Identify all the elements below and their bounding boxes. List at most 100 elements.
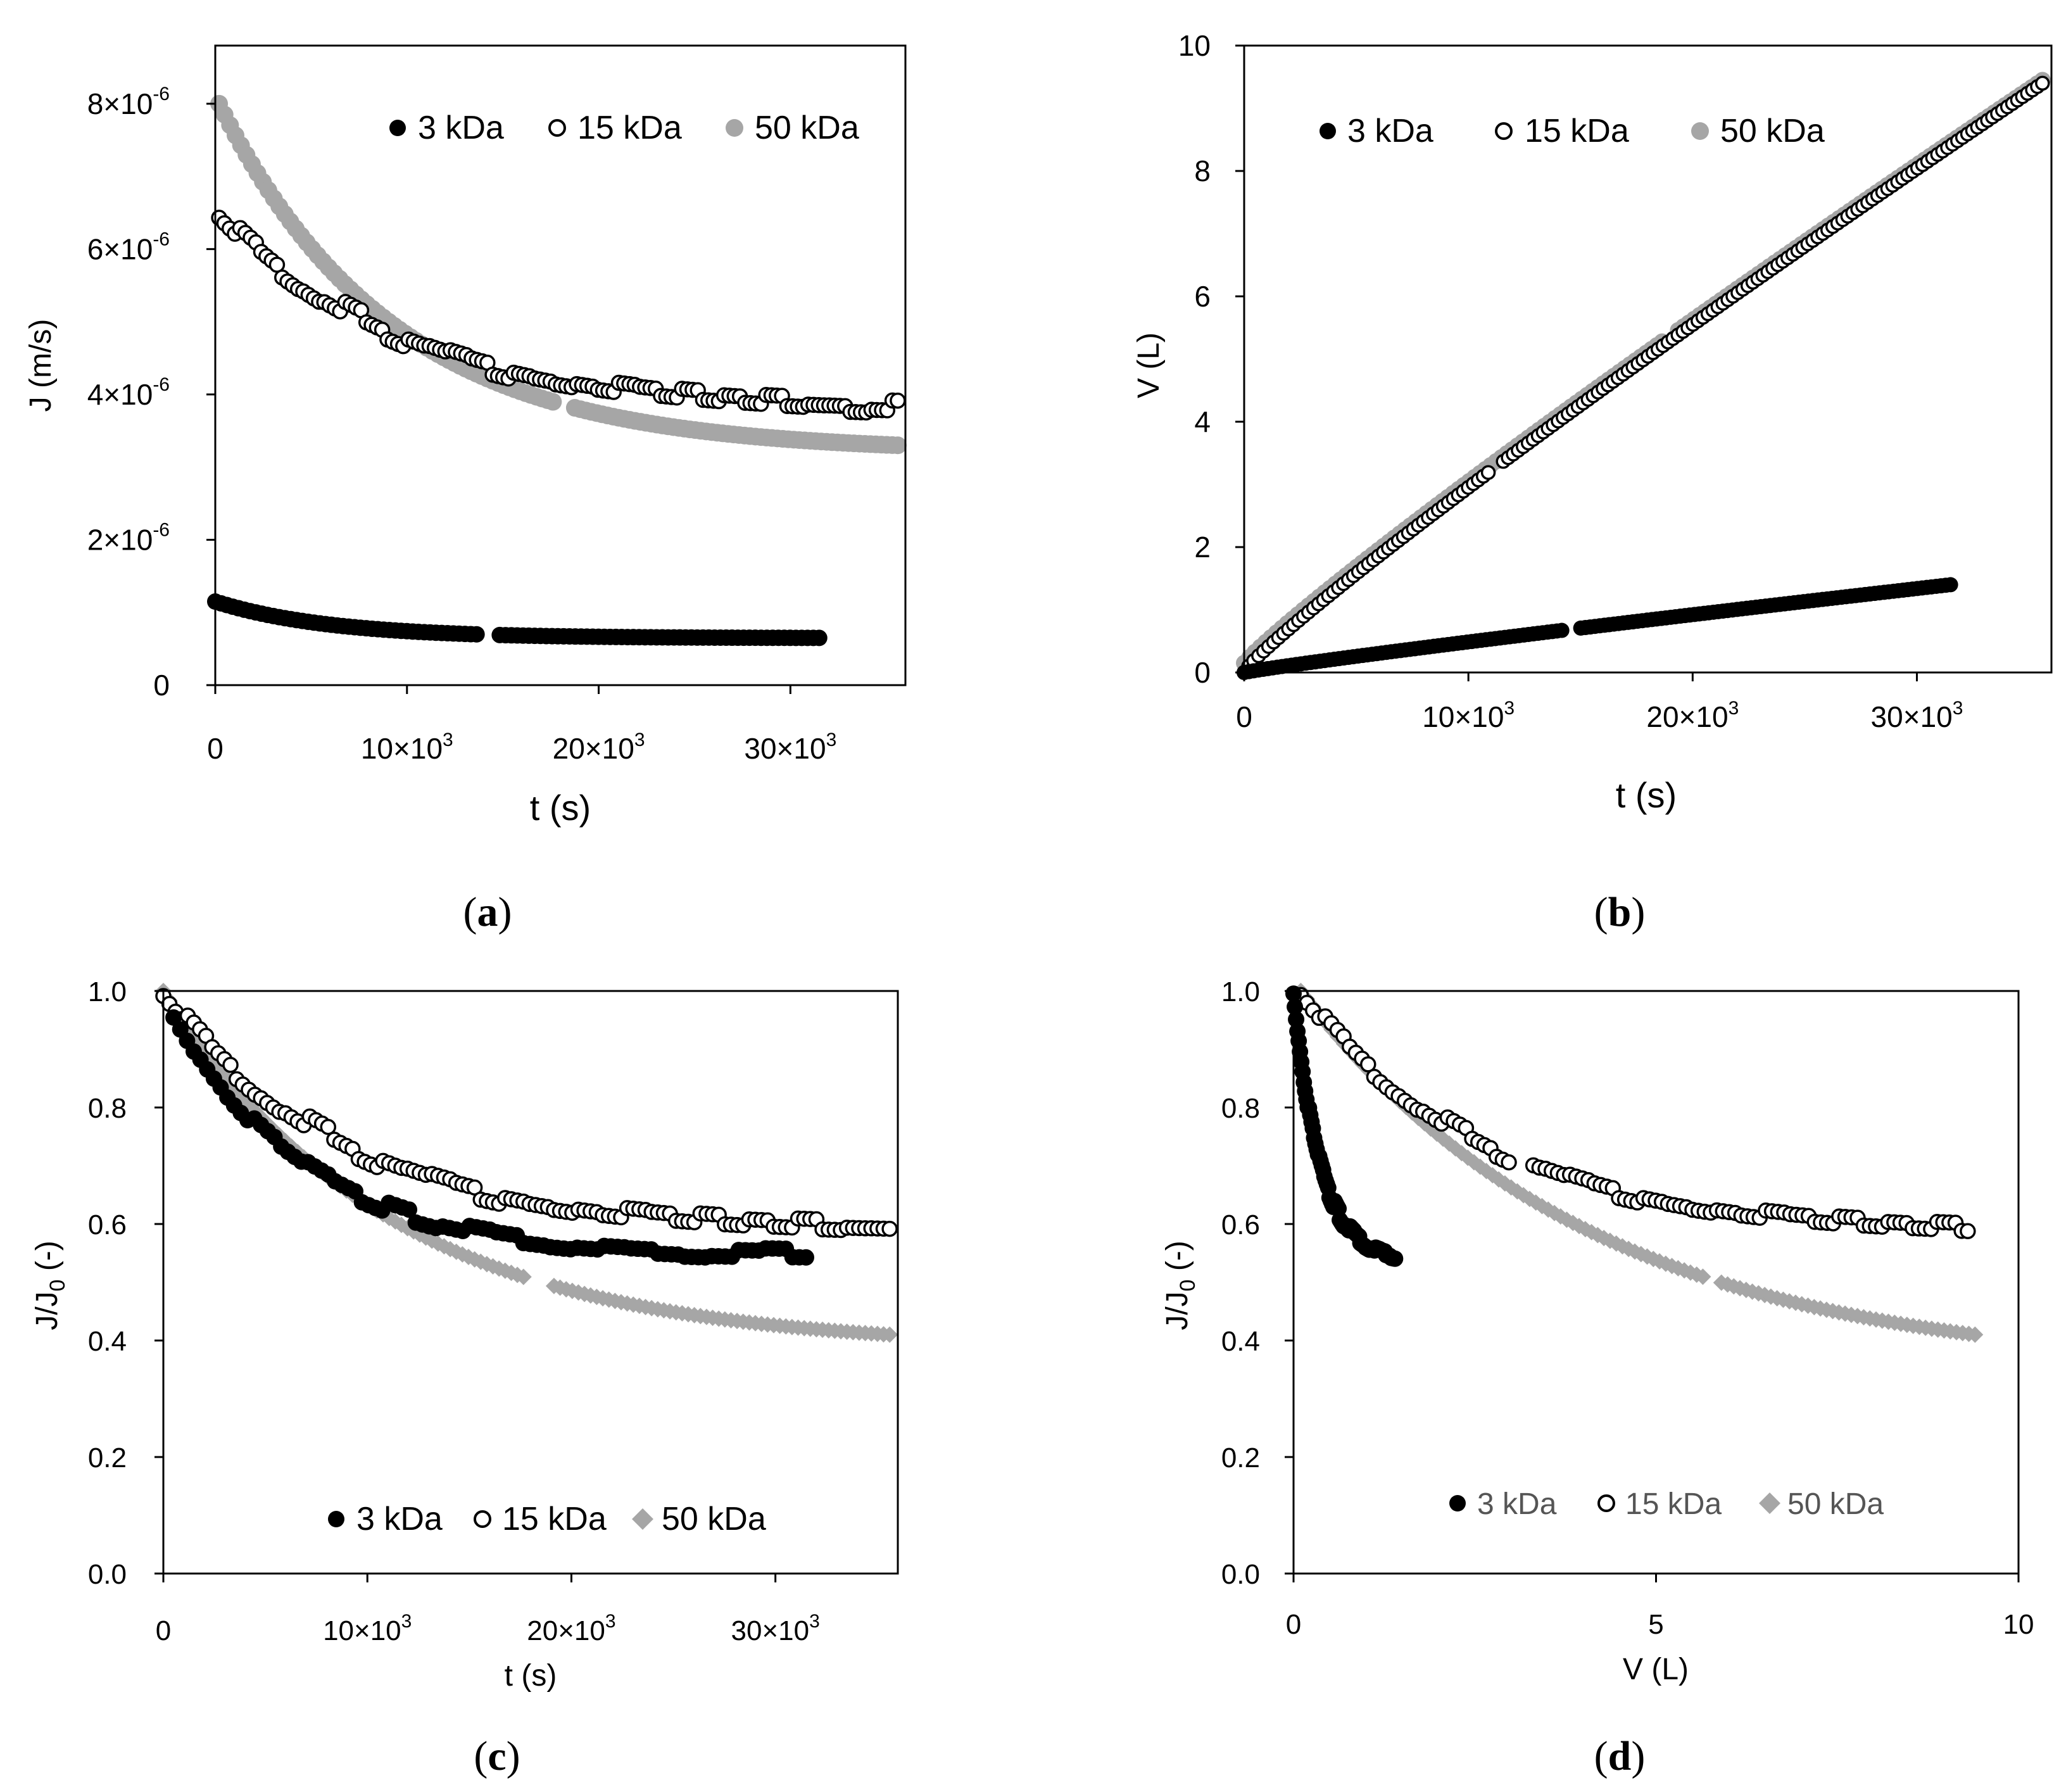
panel-b-point-3kda: [1943, 577, 1958, 593]
panel-a-x-tick-label: 20×103: [553, 729, 645, 765]
panel-c-point-50kda: [881, 1326, 898, 1343]
panel-b-y-tick-label: 0: [1194, 656, 1211, 689]
panel-b-x-tick-label: 0: [1236, 700, 1252, 733]
panel-a-point-3kda: [468, 626, 485, 643]
panel-a-legend-marker-15kda: [548, 119, 566, 137]
panel-d-x-tick-label: 0: [1286, 1609, 1301, 1640]
panel-b-legend-marker-15kda: [1495, 122, 1513, 140]
panel-a-point-15kda: [890, 392, 906, 409]
panel-d-point-15kda: [1501, 1154, 1517, 1171]
panel-label-c: (c): [474, 1733, 520, 1779]
panel-d-point-3kda: [1287, 999, 1304, 1016]
panel-a-y-tick-label: 2×10-6: [87, 519, 170, 556]
panel-d-y-axis-label: J/J0 (-): [1161, 1240, 1200, 1330]
panel-d-legend-label-50kda: 50 kDa: [1787, 1487, 1884, 1521]
panel-c-x-tick-label: 20×103: [527, 1611, 615, 1646]
panel-d-y-axis-label-main: J/J: [1161, 1291, 1194, 1330]
panel-d-y-tick-label: 0.6: [1221, 1209, 1260, 1240]
panel-b-legend-marker-50kda: [1691, 122, 1709, 140]
panel-b-y-tick-label: 2: [1194, 531, 1211, 564]
panel-d-y-tick-label: 0.8: [1221, 1093, 1260, 1124]
panel-c-x-tick-label: 30×103: [731, 1611, 820, 1646]
panel-label-d: (d): [1594, 1733, 1646, 1779]
chart-panel-b: 0 10×103 20×103 30×103 0 2 4 6 8 10 V (L) t (s) 3…: [1132, 29, 2053, 935]
panel-c-point-15kda: [222, 1056, 239, 1073]
panel-d-legend: 3 kDa 15 kDa 50 kDa: [1449, 1487, 1884, 1521]
panel-a-y-tick-label: 6×10-6: [87, 229, 170, 265]
chart-panel-a: 0 10×103 20×103 30×103 0 2×10-6 4×10-6 6×10-6 8×…: [24, 44, 907, 935]
panel-d-axes: 0 5 10 0.0 0.2 0.4 0.6 0.8 1.0: [1221, 976, 2034, 1640]
panel-b-x-axis-label: t (s): [1616, 775, 1677, 815]
chart-panel-c: 0 10×103 20×103 30×103 0.0 0.2 0.4 0.6 0.8 1.0 J/…: [30, 976, 899, 1779]
panel-d-x-tick-label: 5: [1648, 1609, 1663, 1640]
panel-c-y-tick-label: 0.0: [88, 1559, 127, 1590]
panel-c-point-15kda: [320, 1118, 337, 1135]
panel-c-plot-frame: [162, 990, 899, 1575]
panel-d-legend-marker-50kda: [1759, 1492, 1780, 1514]
panel-a-legend-marker-3kda: [389, 120, 406, 136]
panel-d-legend-label-3kda: 3 kDa: [1477, 1487, 1557, 1521]
panel-a-x-axis-label: t (s): [530, 788, 591, 828]
panel-b-y-axis-label: V (L): [1132, 332, 1166, 398]
panel-d-legend-label-15kda: 15 kDa: [1625, 1487, 1722, 1521]
panel-label-a-letter: a: [477, 889, 498, 935]
panel-d-legend-marker-3kda: [1449, 1495, 1466, 1511]
panel-d-y-axis-label-unit: (-): [1161, 1240, 1194, 1279]
panel-a-point-50kda: [544, 393, 562, 411]
panel-c-x-axis-label: t (s): [505, 1659, 557, 1693]
panel-c-y-tick-label: 0.6: [88, 1209, 127, 1240]
panel-b-y-tick-label: 8: [1194, 155, 1211, 187]
panel-d-point-15kda: [1360, 1056, 1376, 1073]
panel-d-point-50kda: [1967, 1326, 1984, 1343]
panel-d-y-tick-label: 1.0: [1221, 976, 1260, 1007]
panel-a-legend-marker-50kda: [726, 119, 743, 137]
panel-a-y-tick-label: 8×10-6: [87, 84, 170, 120]
panel-a-y-axis-label: J (m/s): [24, 319, 58, 412]
panel-d-y-axis-label-sub: 0: [1176, 1280, 1200, 1292]
panel-c-point-3kda: [401, 1201, 418, 1218]
panel-c-legend: 3 kDa 15 kDa 50 kDa: [328, 1501, 766, 1537]
panel-c-y-axis-label-main: J/J: [30, 1291, 64, 1330]
panel-b-point-15kda: [1480, 465, 1496, 480]
panel-label-d-letter: d: [1608, 1733, 1632, 1779]
panel-d-point-3kda: [1387, 1250, 1404, 1267]
panel-d-marks: [1285, 983, 1984, 1343]
panel-d-y-tick-label: 0.2: [1221, 1442, 1260, 1473]
panel-c-axes: 0 10×103 20×103 30×103 0.0 0.2 0.4 0.6 0.8 1.0: [88, 976, 820, 1646]
panel-c-y-tick-label: 0.4: [88, 1326, 127, 1357]
panel-a-point-50kda: [888, 436, 907, 455]
panel-c-x-tick-label: 0: [156, 1615, 171, 1646]
panel-c-y-axis-label-sub: 0: [46, 1280, 70, 1292]
panel-b-point-3kda: [1554, 622, 1570, 638]
panel-b-marks: [1236, 72, 2051, 680]
panel-d-x-tick-label: 10: [2003, 1609, 2034, 1640]
panel-d-x-axis-label: V (L): [1623, 1653, 1689, 1686]
panel-d-point-50kda: [1694, 1268, 1711, 1285]
panel-a-x-tick-label: 10×103: [361, 729, 453, 765]
panel-a-y-tick-label: 0: [153, 669, 170, 702]
panel-a-plot-frame: [214, 44, 907, 686]
panel-b-legend-label-15kda: 15 kDa: [1525, 113, 1629, 149]
panel-c-y-tick-label: 0.2: [88, 1442, 127, 1473]
panel-b-legend-marker-3kda: [1320, 123, 1336, 139]
panel-d-y-tick-label: 0.4: [1221, 1326, 1260, 1357]
panel-label-b-letter: b: [1608, 889, 1632, 935]
panel-a-marks: [207, 94, 907, 647]
panel-c-marks: [155, 983, 898, 1343]
panel-label-b: (b): [1594, 889, 1646, 935]
panel-c-legend-label-50kda: 50 kDa: [662, 1501, 766, 1537]
panel-a-x-tick-label: 0: [207, 732, 224, 765]
panel-c-y-axis-label: J/J0 (-): [30, 1240, 70, 1330]
panel-b-axes: 0 10×103 20×103 30×103 0 2 4 6 8 10: [1178, 29, 1963, 733]
panel-b-point-15kda: [2035, 75, 2050, 91]
panel-b-plot-frame: [1243, 44, 2053, 674]
panel-a-axes: 0 10×103 20×103 30×103 0 2×10-6 4×10-6 6×10-6 8×…: [87, 84, 837, 765]
panel-d-point-15kda: [1960, 1223, 1976, 1239]
panel-b-x-tick-label: 30×103: [1871, 698, 1963, 733]
panel-a-point-3kda: [810, 629, 828, 647]
panel-d-legend-marker-15kda: [1597, 1494, 1615, 1512]
panel-d-point-3kda: [1288, 1011, 1305, 1028]
panel-a-legend-label-3kda: 3 kDa: [418, 110, 504, 146]
panel-c-point-3kda: [798, 1249, 814, 1266]
